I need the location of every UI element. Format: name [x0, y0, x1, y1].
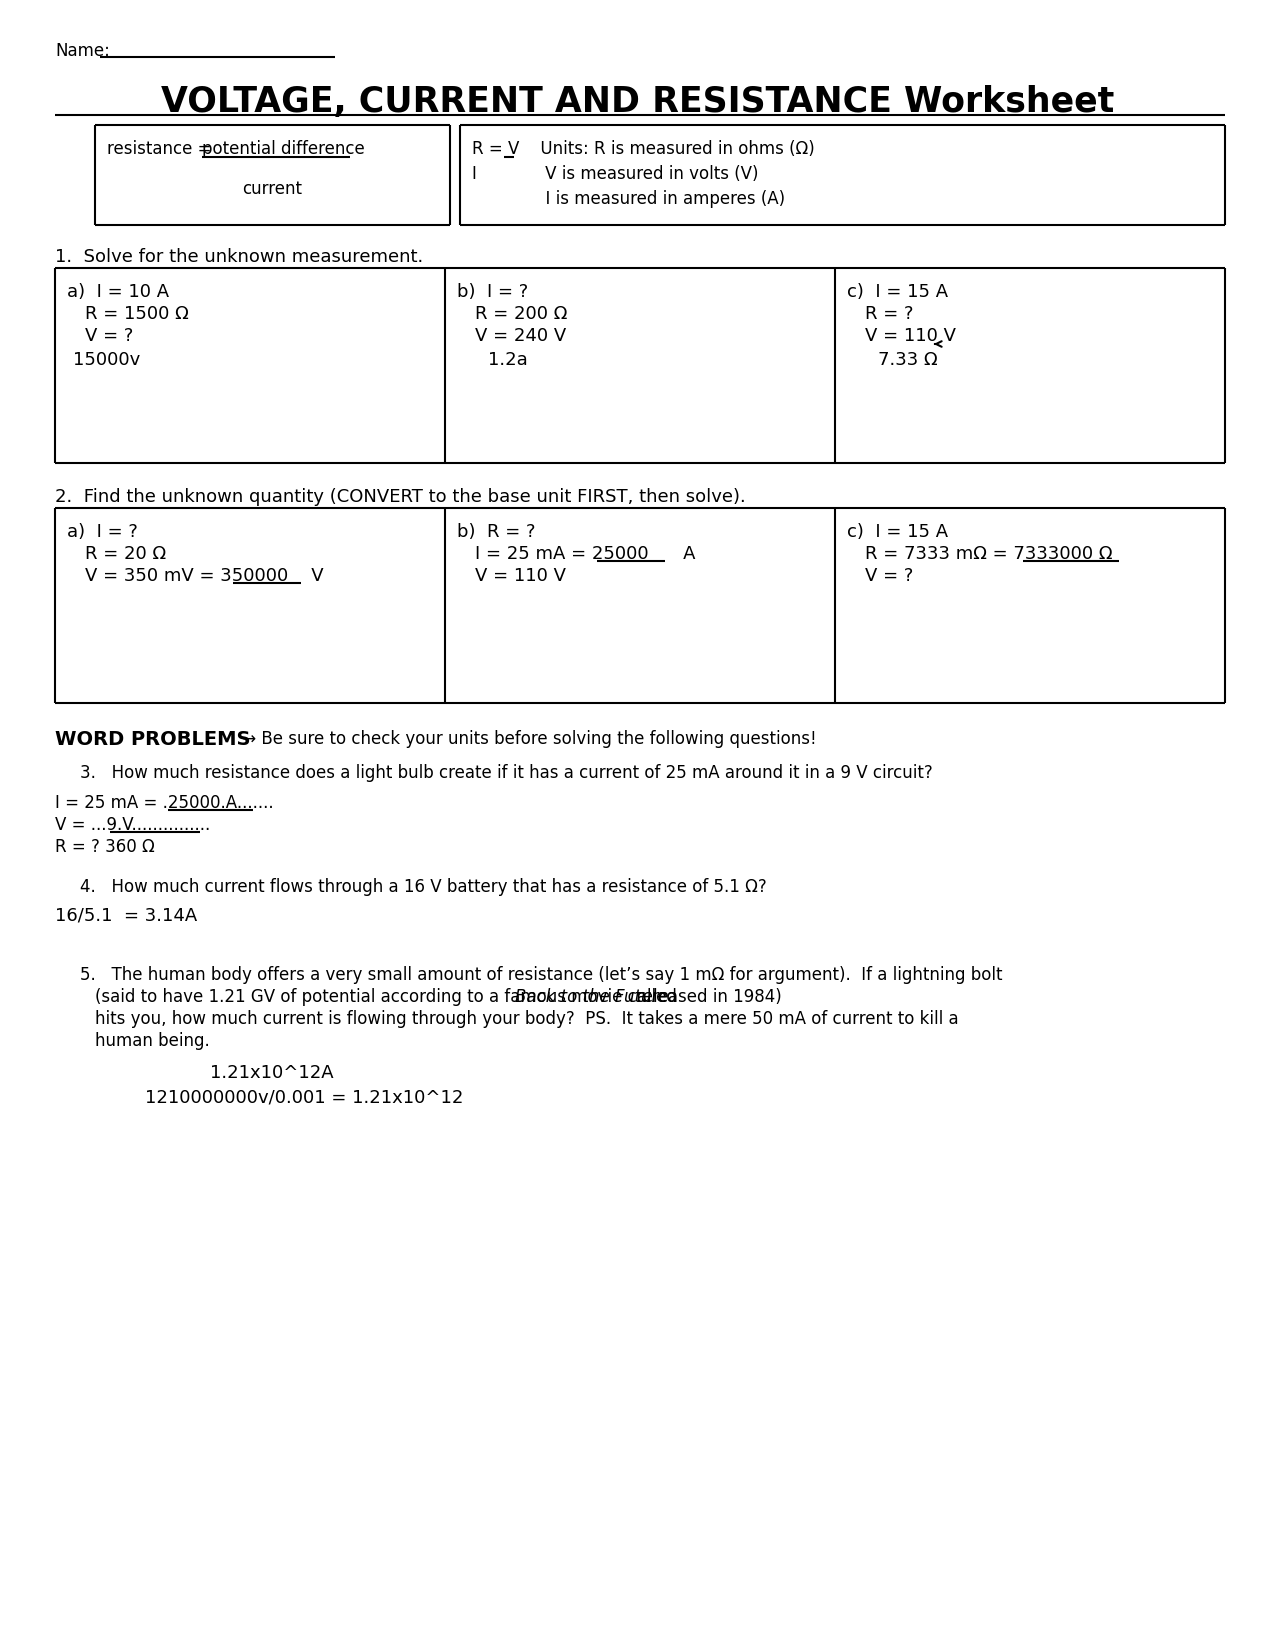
Text: V = 110 V: V = 110 V [476, 566, 566, 584]
Text: current: current [242, 180, 302, 198]
Text: V = ?: V = ? [85, 327, 134, 345]
Text: WORD PROBLEMS: WORD PROBLEMS [55, 730, 250, 750]
Text: Name:: Name: [55, 41, 110, 59]
Text: (said to have 1.21 GV of potential according to a famous movie called: (said to have 1.21 GV of potential accor… [96, 987, 682, 1005]
Text: I = 25 mA = .25000.A.......: I = 25 mA = .25000.A....... [55, 794, 274, 812]
Text: R = ? 360 Ω: R = ? 360 Ω [55, 839, 154, 855]
Text: V = ...9.V...............: V = ...9.V............... [55, 816, 210, 834]
Text: V = 350 mV = 350000    V: V = 350 mV = 350000 V [85, 566, 324, 584]
Text: a)  I = 10 A: a) I = 10 A [68, 282, 170, 300]
Text: I = 25 mA = 25000      A: I = 25 mA = 25000 A [476, 545, 695, 563]
Text: 2.  Find the unknown quantity (CONVERT to the base unit FIRST, then solve).: 2. Find the unknown quantity (CONVERT to… [55, 489, 746, 505]
Text: R = 1500 Ω: R = 1500 Ω [85, 305, 189, 324]
Text: human being.: human being. [96, 1032, 210, 1050]
Text: 16/5.1  = 3.14A: 16/5.1 = 3.14A [55, 906, 198, 925]
Text: V = 110 V: V = 110 V [864, 327, 956, 345]
Text: R = 7333 mΩ = 7333000 Ω: R = 7333 mΩ = 7333000 Ω [864, 545, 1113, 563]
Text: resistance =: resistance = [107, 140, 217, 158]
Text: R = ?: R = ? [864, 305, 913, 324]
Text: 1210000000v/0.001 = 1.21x10^12: 1210000000v/0.001 = 1.21x10^12 [145, 1088, 463, 1106]
Text: potential difference: potential difference [201, 140, 365, 158]
Text: R = 20 Ω: R = 20 Ω [85, 545, 166, 563]
Text: hits you, how much current is flowing through your body?  PS.  It takes a mere 5: hits you, how much current is flowing th… [96, 1010, 959, 1029]
Text: 3.   How much resistance does a light bulb create if it has a current of 25 mA a: 3. How much resistance does a light bulb… [80, 764, 933, 783]
Text: 4.   How much current flows through a 16 V battery that has a resistance of 5.1 : 4. How much current flows through a 16 V… [80, 878, 766, 896]
Text: I             V is measured in volts (V): I V is measured in volts (V) [472, 165, 759, 183]
Text: 1.  Solve for the unknown measurement.: 1. Solve for the unknown measurement. [55, 248, 423, 266]
Text: released in 1984): released in 1984) [631, 987, 782, 1005]
Text: 7.33 Ω: 7.33 Ω [878, 352, 937, 370]
Text: → Be sure to check your units before solving the following questions!: → Be sure to check your units before sol… [237, 730, 816, 748]
Text: I is measured in amperes (A): I is measured in amperes (A) [472, 190, 785, 208]
Text: 1.21x10^12A: 1.21x10^12A [210, 1063, 334, 1081]
Text: a)  I = ?: a) I = ? [68, 523, 138, 542]
Text: VOLTAGE, CURRENT AND RESISTANCE Worksheet: VOLTAGE, CURRENT AND RESISTANCE Workshee… [162, 84, 1114, 119]
Text: 5.   The human body offers a very small amount of resistance (let’s say 1 mΩ for: 5. The human body offers a very small am… [80, 966, 1002, 984]
Text: c)  I = 15 A: c) I = 15 A [847, 523, 949, 542]
Text: R = 200 Ω: R = 200 Ω [476, 305, 567, 324]
Text: b)  R = ?: b) R = ? [456, 523, 536, 542]
Text: 15000v: 15000v [73, 352, 140, 370]
Text: c)  I = 15 A: c) I = 15 A [847, 282, 949, 300]
Text: b)  I = ?: b) I = ? [456, 282, 528, 300]
Text: V = ?: V = ? [864, 566, 913, 584]
Text: 1.2a: 1.2a [488, 352, 528, 370]
Text: Back to the Future: Back to the Future [515, 987, 668, 1005]
Text: V = 240 V: V = 240 V [476, 327, 566, 345]
Text: R = V    Units: R is measured in ohms (Ω): R = V Units: R is measured in ohms (Ω) [472, 140, 815, 158]
